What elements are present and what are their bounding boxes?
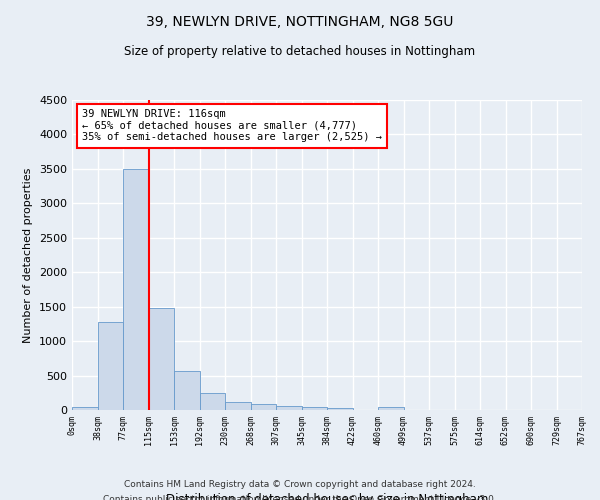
Bar xyxy=(123,169,149,410)
Bar xyxy=(199,394,225,410)
Bar xyxy=(302,407,327,410)
Bar xyxy=(378,406,404,410)
Text: Contains public sector information licensed under the Open Government Licence v3: Contains public sector information licen… xyxy=(103,495,497,500)
Bar xyxy=(72,407,97,410)
Bar xyxy=(276,406,302,410)
Bar xyxy=(174,370,199,410)
Bar xyxy=(327,408,353,410)
Text: 39, NEWLYN DRIVE, NOTTINGHAM, NG8 5GU: 39, NEWLYN DRIVE, NOTTINGHAM, NG8 5GU xyxy=(146,15,454,29)
Bar xyxy=(97,322,123,410)
Bar xyxy=(149,308,174,410)
Text: Contains HM Land Registry data © Crown copyright and database right 2024.: Contains HM Land Registry data © Crown c… xyxy=(124,480,476,489)
X-axis label: Distribution of detached houses by size in Nottingham: Distribution of detached houses by size … xyxy=(166,494,488,500)
Bar xyxy=(251,404,276,410)
Bar xyxy=(225,402,251,410)
Text: 39 NEWLYN DRIVE: 116sqm
← 65% of detached houses are smaller (4,777)
35% of semi: 39 NEWLYN DRIVE: 116sqm ← 65% of detache… xyxy=(82,110,382,142)
Y-axis label: Number of detached properties: Number of detached properties xyxy=(23,168,34,342)
Text: Size of property relative to detached houses in Nottingham: Size of property relative to detached ho… xyxy=(124,45,476,58)
